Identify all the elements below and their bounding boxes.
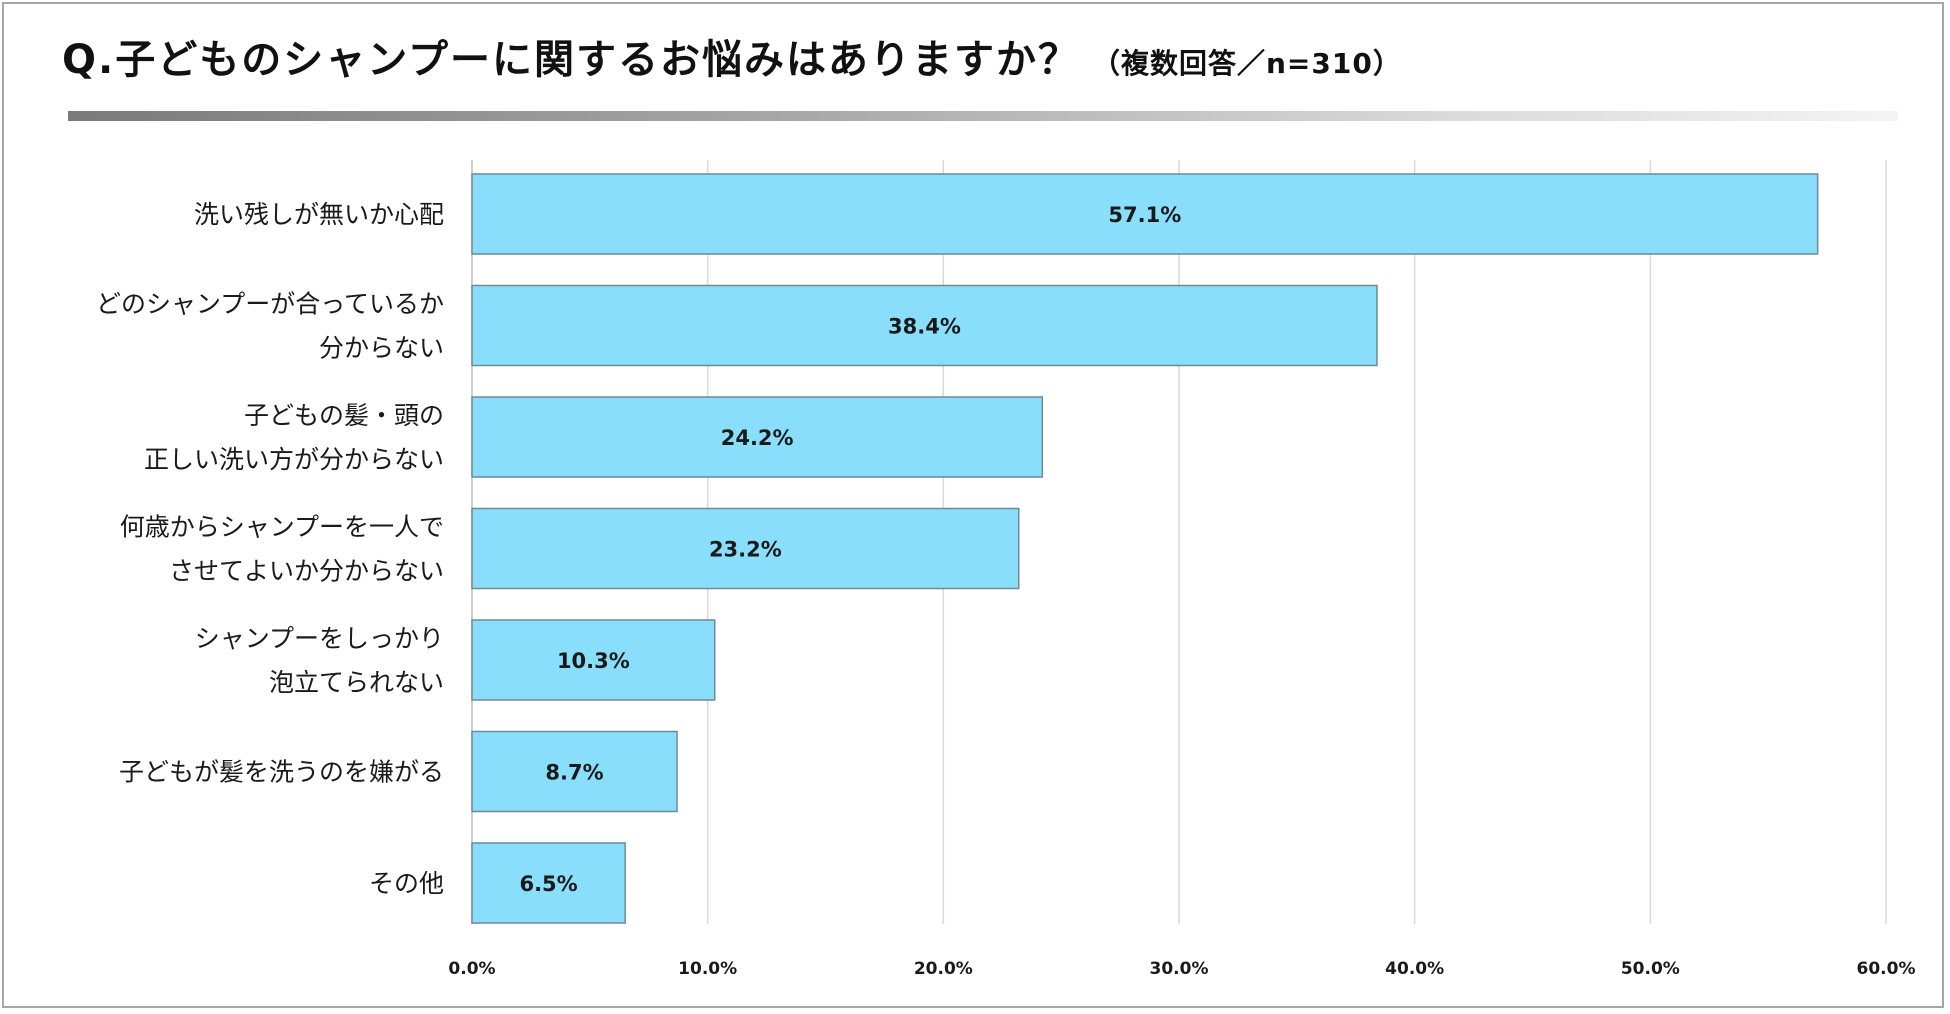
category-label: 正しい洗い方が分からない: [144, 445, 444, 474]
category-label: 子どもの髪・頭の: [244, 401, 444, 430]
bar: [471, 507, 1020, 590]
x-tick-label: 0.0%: [448, 959, 495, 979]
bar: [471, 730, 678, 813]
x-tick-label: 20.0%: [914, 959, 973, 979]
x-tick-label: 10.0%: [678, 959, 737, 979]
bar-value-label: 24.2%: [721, 426, 794, 450]
bar: [471, 842, 626, 924]
bar-value-label: 23.2%: [709, 538, 782, 562]
x-tick-labels: 0.0% 10.0% 20.0% 30.0% 40.0% 50.0% 60.0%: [448, 959, 1915, 979]
category-label: その他: [369, 869, 444, 898]
chart-title-main: Q.子どものシャンプーに関するお悩みはありますか？: [62, 37, 1080, 83]
category-label: 泡立てられない: [269, 668, 444, 697]
category-label: させてよいか分からない: [169, 557, 444, 586]
x-tick-label: 60.0%: [1857, 959, 1916, 979]
bar-chart: 57.1% 38.4% 24.2% 23.2% 10.3% 8.7% 6.5% 洗い残しが無…: [96, 160, 1915, 979]
category-label: 何歳からシャンプーを一人で: [120, 513, 444, 542]
bar: [471, 619, 716, 701]
x-tick-label: 30.0%: [1150, 959, 1209, 979]
bar: [471, 173, 1819, 255]
bars: [471, 173, 1819, 924]
x-tick-label: 50.0%: [1621, 959, 1680, 979]
bar: [471, 284, 1378, 367]
category-label: 子どもが髪を洗うのを嫌がる: [119, 758, 444, 787]
title-underline: [68, 111, 1898, 121]
bar-value-label: 57.1%: [1108, 203, 1181, 227]
chart-title-sub: （複数回答／n=310）: [1092, 47, 1402, 80]
category-label: シャンプーをしっかり: [195, 624, 444, 653]
category-label: どのシャンプーが合っているか: [96, 290, 444, 319]
bar-value-label: 8.7%: [545, 761, 603, 785]
bar: [471, 396, 1044, 478]
category-label: 洗い残しが無いか心配: [194, 200, 444, 229]
chart-title: Q.子どものシャンプーに関するお悩みはありますか？ （複数回答／n=310）: [62, 30, 1402, 94]
bar-value-label: 38.4%: [888, 315, 961, 339]
category-label: 分からない: [319, 334, 444, 363]
bar-value-label: 10.3%: [557, 649, 630, 673]
bar-value-label: 6.5%: [519, 872, 577, 896]
value-labels: 57.1% 38.4% 24.2% 23.2% 10.3% 8.7% 6.5%: [519, 203, 1181, 896]
x-tick-label: 40.0%: [1385, 959, 1444, 979]
category-labels: 洗い残しが無いか心配どのシャンプーが合っているか分からない子どもの髪・頭の正しい…: [96, 200, 444, 898]
